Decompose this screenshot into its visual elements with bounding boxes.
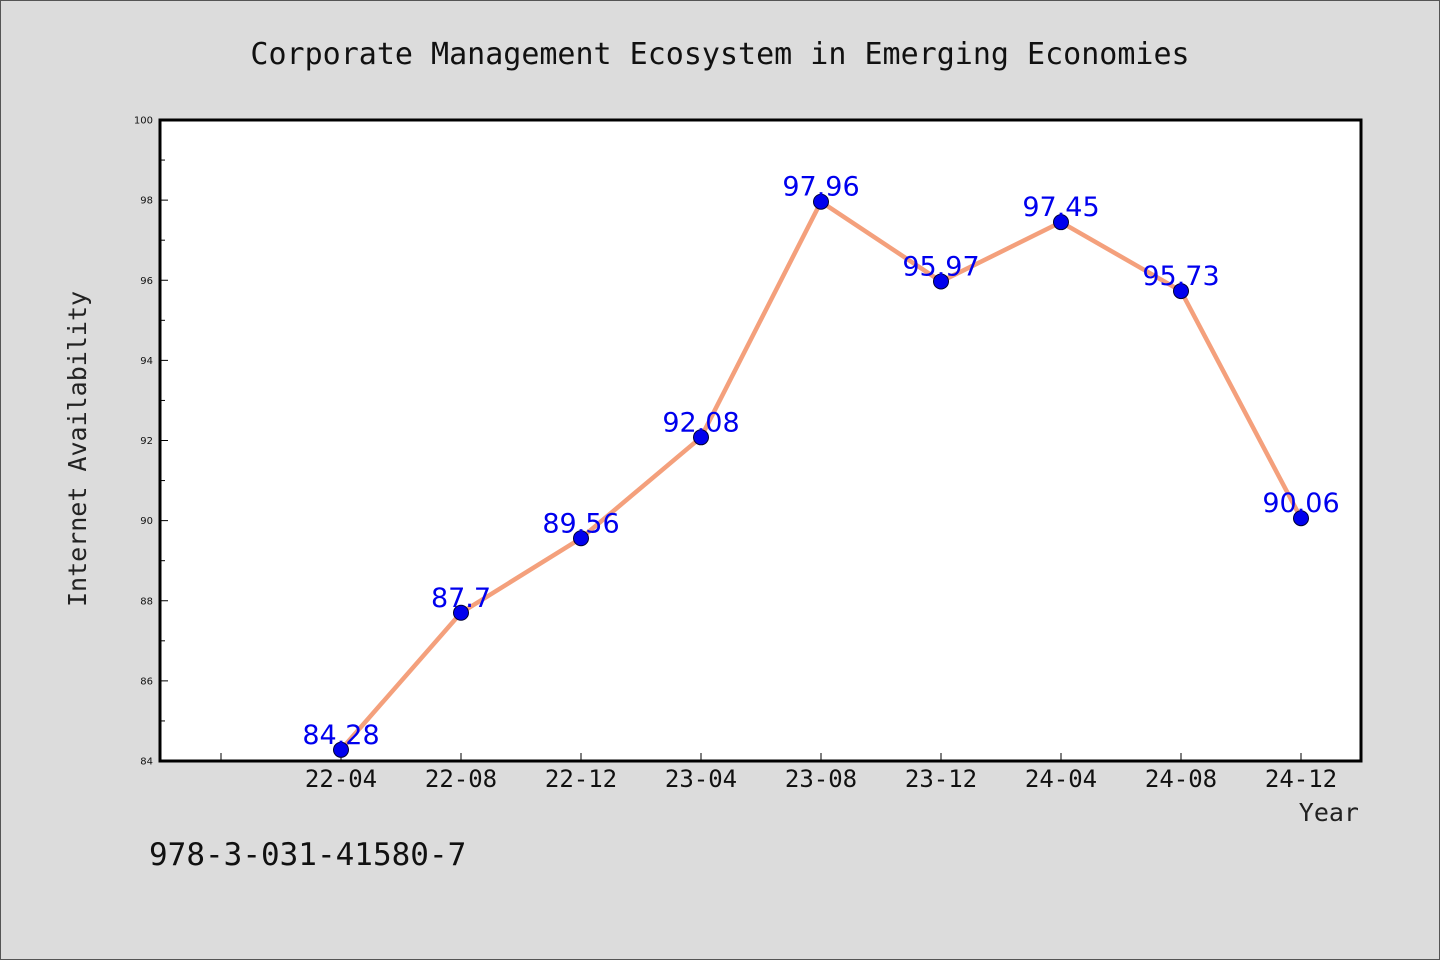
data-label: 95.73 [1142, 261, 1219, 292]
isbn-annotation: 978-3-031-41580-7 [149, 837, 466, 873]
data-labels: 84.28 87.7 89.56 92.08 97.96 95.97 97.45 95.73 9… [302, 172, 1339, 751]
data-label: 89.56 [542, 508, 619, 539]
y-tick-label: 94 [140, 356, 153, 367]
y-tick-label: 86 [140, 676, 153, 687]
y-axis-label: Internet Availability [63, 291, 92, 607]
y-tick-label: 92 [140, 436, 153, 447]
data-label: 90.06 [1262, 488, 1339, 519]
x-tick-label: 22-12 [545, 765, 617, 793]
x-tick-label: 22-04 [305, 765, 377, 793]
data-point-marker [453, 604, 469, 621]
data-markers [333, 193, 1309, 758]
data-point-marker [933, 273, 949, 290]
y-tick-label: 100 [134, 116, 153, 127]
data-point-marker [1173, 283, 1189, 300]
x-tick-label: 24-12 [1265, 765, 1337, 793]
data-label: 97.96 [782, 172, 859, 203]
data-point-marker [693, 429, 709, 446]
y-tick-label: 98 [140, 196, 153, 207]
y-tick-label: 90 [140, 516, 153, 527]
x-tick-label: 24-08 [1145, 765, 1217, 793]
x-tick-label: 24-04 [1025, 765, 1097, 793]
y-tick-label: 84 [140, 757, 153, 768]
x-tick-label: 23-12 [905, 765, 977, 793]
x-tick-label: 22-08 [425, 765, 497, 793]
plot-area [158, 118, 1363, 763]
data-label: 97.45 [1022, 192, 1099, 223]
y-tick-label: 88 [140, 596, 153, 607]
data-point-marker [573, 530, 589, 547]
chart-title: Corporate Management Ecosystem in Emergi… [250, 37, 1189, 72]
x-axis: 22-04 22-08 22-12 23-04 23-08 23-12 24-04 24-08… [220, 753, 1337, 793]
data-point-marker [813, 193, 829, 210]
data-point-marker [1053, 214, 1069, 231]
y-tick-label: 96 [140, 276, 153, 287]
x-axis-label: Year [1299, 798, 1359, 827]
x-tick-label: 23-04 [665, 765, 737, 793]
data-point-marker [333, 741, 349, 758]
x-tick-label: 23-08 [785, 765, 857, 793]
data-label: 87.7 [431, 583, 491, 614]
data-point-marker [1293, 510, 1309, 527]
y-axis: 84 86 88 90 92 94 96 98 100 [134, 116, 168, 768]
data-label: 84.28 [302, 720, 379, 751]
data-label: 92.08 [662, 407, 739, 438]
data-label: 95.97 [902, 251, 979, 282]
